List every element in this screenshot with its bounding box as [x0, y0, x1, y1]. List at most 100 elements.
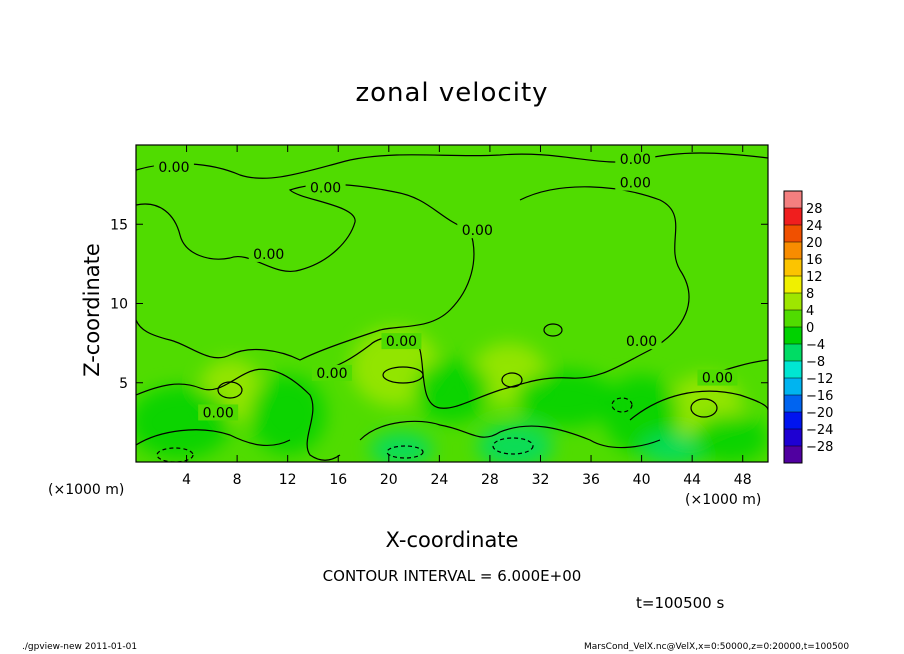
colorbar-label: −8: [806, 355, 825, 370]
contour-label: 0.00: [253, 247, 284, 263]
colorbar-swatch: [784, 429, 802, 447]
colorbar-label: 16: [806, 253, 823, 268]
colorbar-swatch: [784, 225, 802, 243]
contour-label-mask: [697, 369, 738, 386]
contour-line: [136, 183, 475, 361]
contour-labels: 0.00 0.00 0.00 0.00 0.00 0.00 0.00 0.00 0.00 0.00…: [153, 150, 738, 421]
x-tick-label: 40: [633, 472, 651, 488]
time-stamp: t=100500 s: [636, 594, 725, 612]
colorbar-swatch: [784, 242, 802, 260]
colorbar-label: −16: [806, 389, 833, 404]
colorbar-label: 12: [806, 270, 823, 285]
contour-line: [386, 445, 424, 459]
contour-label-mask: [621, 333, 662, 350]
colorbar: 28 24 20 16 12 8 4 0 −4 −8 −12 −16 −20 −24 −28: [783, 190, 833, 464]
x-tick-label: 24: [430, 472, 448, 488]
contour-label: 0.00: [158, 160, 189, 176]
contour-line: [629, 390, 768, 421]
colorbar-swatch: [784, 293, 802, 311]
colorbar-swatch: [784, 378, 802, 396]
field-blob: [249, 374, 326, 455]
contour-line: [136, 368, 341, 461]
contour-label-mask: [248, 245, 289, 262]
x-tick-label: 4: [182, 472, 191, 488]
y-tick-label: 15: [110, 217, 128, 233]
colorbar-label: −24: [806, 423, 833, 438]
contour-label: 0.00: [310, 180, 341, 196]
field-blob: [414, 358, 490, 423]
x-unit-label-left: (×1000 m): [48, 482, 125, 498]
colorbar-swatch: [784, 344, 802, 362]
contour-label: 0.00: [702, 371, 733, 387]
colorbar-swatch: [784, 310, 802, 328]
contour-line: [217, 381, 243, 399]
chart-title: zonal velocity: [355, 78, 549, 108]
contour-line: [136, 429, 291, 446]
colorbar-swatch: [784, 208, 802, 226]
contour-interval-text: CONTOUR INTERVAL = 6.000E+00: [322, 567, 582, 585]
x-axis-label: X-coordinate: [385, 528, 519, 552]
field-blob: [692, 414, 768, 462]
contour-label-mask: [457, 222, 498, 239]
x-tick-label: 48: [734, 472, 752, 488]
colorbar-swatch: [784, 259, 802, 277]
y-tick-label: 10: [110, 297, 128, 313]
contour-label-mask: [381, 333, 422, 350]
contour-line: [690, 398, 718, 418]
contour-label-mask: [198, 404, 239, 421]
colorbar-label: 8: [806, 287, 814, 302]
field-blob: [603, 374, 680, 455]
colorbar-label: 4: [806, 304, 814, 319]
x-tick-label: 20: [380, 472, 398, 488]
colorbar-label: −20: [806, 406, 833, 421]
x-tick-label: 8: [233, 472, 242, 488]
contour-label-mask: [615, 174, 656, 191]
colorbar-swatch: [784, 276, 802, 294]
contour-label-mask: [615, 150, 656, 167]
colorbar-label: 24: [806, 219, 823, 234]
footer-left: ./gpview-new 2011-01-01: [22, 642, 138, 652]
footer-right: MarsCond_VelX.nc@VelX,x=0:50000,z=0:2000…: [584, 642, 850, 652]
colorbar-swatch: [784, 412, 802, 430]
field-blob: [136, 385, 231, 459]
field-shading: [136, 327, 768, 462]
colorbar-swatch: [784, 191, 802, 209]
contour-line: [501, 372, 523, 388]
x-unit-label-right: (×1000 m): [685, 492, 762, 508]
contour-label-mask: [305, 179, 346, 196]
contour-line: [543, 323, 563, 337]
x-tick-label: 36: [582, 472, 600, 488]
x-tick-label: 16: [329, 472, 347, 488]
field-blob: [369, 431, 434, 462]
x-tick-label: 12: [279, 472, 297, 488]
contour-line: [359, 420, 661, 449]
contour-line: [382, 366, 424, 384]
x-tick-label: 32: [532, 472, 550, 488]
colorbar-label: −12: [806, 372, 833, 387]
contour-label: 0.00: [626, 334, 657, 350]
colorbar-swatch: [784, 395, 802, 413]
contour-label: 0.00: [462, 223, 493, 239]
colorbar-label: 28: [806, 202, 823, 217]
contour-label: 0.00: [620, 176, 651, 192]
plot-area: 0.00 0.00 0.00 0.00 0.00 0.00 0.00 0.00 0.00 0.00…: [136, 145, 768, 462]
colorbar-label: 20: [806, 236, 823, 251]
colorbar-swatch: [784, 361, 802, 379]
contour-label: 0.00: [316, 366, 347, 382]
field-blob: [515, 370, 617, 428]
contour-label: 0.00: [203, 405, 234, 421]
x-tick-label: 44: [683, 472, 701, 488]
contour-line: [156, 447, 194, 462]
contour-label-mask: [311, 364, 352, 381]
contour-label: 0.00: [386, 334, 417, 350]
contour-label-mask: [153, 158, 194, 175]
colorbar-swatch: [784, 446, 802, 464]
colorbar-swatch: [784, 327, 802, 345]
x-tick-label: 28: [481, 472, 499, 488]
field-blob: [477, 423, 554, 462]
contour-line: [611, 397, 633, 413]
contour-label: 0.00: [620, 152, 651, 168]
contour-line: [492, 437, 534, 455]
